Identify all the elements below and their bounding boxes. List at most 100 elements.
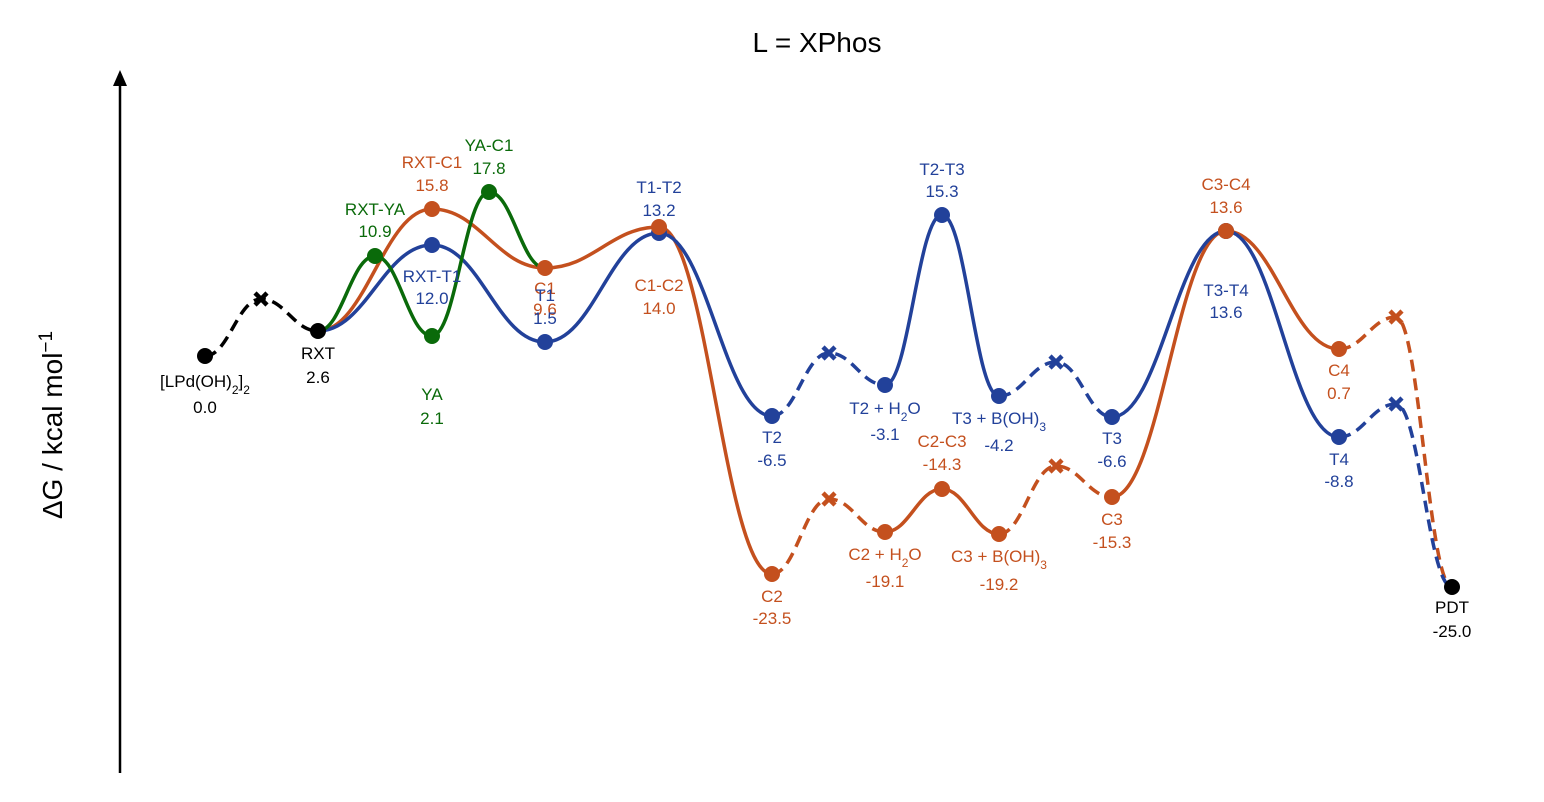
label-name-c2: C2	[761, 587, 783, 606]
blue-dashed-curve-segment	[771, 351, 886, 418]
y-axis-arrowhead	[113, 70, 127, 86]
label-name-c3boh3: C3 + B(OH)3	[951, 547, 1047, 572]
label-value-t3: -6.6	[1097, 452, 1126, 471]
label-name-t2-t3: T2-T3	[919, 160, 964, 179]
label-name-t2h2o: T2 + H2O	[849, 399, 920, 424]
label-name-ya: YA	[421, 385, 443, 404]
label-name-pdt: PDT	[1435, 598, 1469, 617]
orange-solid-curve-segment	[1111, 229, 1340, 499]
label-name-rxt-c1: RXT-C1	[402, 153, 462, 172]
label-name-t1: T1	[535, 286, 555, 305]
cross-marker-orange-6	[1388, 309, 1404, 325]
marker-t3boh3	[991, 388, 1007, 404]
marker-t2h2o	[877, 377, 893, 393]
label-value-t1-t2: 13.2	[642, 201, 675, 220]
label-value-c2: -23.5	[753, 609, 792, 628]
y-axis-label-sup: −1	[36, 331, 57, 353]
label-value-c3-c4: 13.6	[1209, 198, 1242, 217]
label-name-c2h2o: C2 + H2O	[848, 545, 921, 570]
blue-solid-curve-segment	[884, 213, 1000, 398]
label-value-c2-c3: -14.3	[923, 455, 962, 474]
blue-dashed-curve-segment	[1338, 402, 1453, 589]
marker-rxt-c1	[424, 201, 440, 217]
label-name-t3boh3: T3 + B(OH)3	[952, 409, 1046, 434]
energy-curves	[204, 190, 1453, 589]
cross-marker-orange-4	[821, 491, 837, 507]
label-value-t4: -8.8	[1324, 472, 1353, 491]
label-name-t4: T4	[1329, 450, 1349, 469]
label-name-c4: C4	[1328, 361, 1350, 380]
label-name-t3: T3	[1102, 429, 1122, 448]
marker-lpdoh2	[197, 348, 213, 364]
label-value-t2: -6.5	[757, 451, 786, 470]
energy-labels: [LPd(OH)2]20.0 RXT 2.6 RXT-YA 10.9 YA 2.1 YA-C1…	[160, 136, 1471, 641]
energy-markers	[197, 184, 1460, 595]
marker-c3	[1104, 489, 1120, 505]
label-value-t3boh3: -4.2	[984, 436, 1013, 455]
blue-solid-curve-segment	[317, 231, 773, 418]
label-value-rxt-c1: 15.8	[415, 176, 448, 195]
chart-title: L = XPhos	[753, 27, 882, 58]
y-axis	[113, 70, 127, 773]
blue-solid-curve-segment	[1111, 229, 1340, 439]
cross-marker-blue-1	[821, 345, 837, 361]
cross-marker-black-0	[253, 291, 269, 307]
marker-t1	[537, 334, 553, 350]
cross-marker-blue-3	[1388, 396, 1404, 412]
marker-rxt-t1	[424, 237, 440, 253]
label-value-c1: 9.6	[533, 300, 557, 319]
marker-c3-c4	[1218, 223, 1234, 239]
label-value-ya: 2.1	[420, 409, 444, 428]
label-value-c2h2o: -19.1	[866, 572, 905, 591]
label-value-t3-t4: 13.6	[1209, 303, 1242, 322]
label-value-pdt: -25.0	[1433, 622, 1472, 641]
marker-c4	[1331, 341, 1347, 357]
orange-dashed-curve-segment	[998, 464, 1113, 536]
orange-solid-curve-segment	[317, 207, 773, 576]
marker-c1-c2	[651, 219, 667, 235]
marker-c3boh3	[991, 526, 1007, 542]
label-name-t1-t2: T1-T2	[636, 178, 681, 197]
label-name-c2-c3: C2-C3	[917, 432, 966, 451]
marker-c2	[764, 566, 780, 582]
label-value-c4: 0.7	[1327, 384, 1351, 403]
marker-t2	[764, 408, 780, 424]
marker-pdt	[1444, 579, 1460, 595]
label-name-rxt-ya: RXT-YA	[345, 200, 406, 219]
label-value-ya-c1: 17.8	[472, 159, 505, 178]
label-value-rxt: 2.6	[306, 368, 330, 387]
marker-t4	[1331, 429, 1347, 445]
label-name-rxt: RXT	[301, 344, 335, 363]
label-value-t2h2o: -3.1	[870, 425, 899, 444]
marker-t3	[1104, 409, 1120, 425]
orange-dashed-curve-segment	[1338, 315, 1453, 589]
label-name-c3-c4: C3-C4	[1201, 175, 1250, 194]
label-value-rxt-t1: 12.0	[415, 289, 448, 308]
label-name-t2: T2	[762, 428, 782, 447]
label-name-t3-t4: T3-T4	[1203, 281, 1248, 300]
marker-c2h2o	[877, 524, 893, 540]
marker-ya-c1	[481, 184, 497, 200]
marker-c1	[537, 260, 553, 276]
marker-rxt-ya	[367, 248, 383, 264]
label-value-c3: -15.3	[1093, 533, 1132, 552]
label-value-rxt-ya: 10.9	[358, 222, 391, 241]
label-value-t2-t3: 15.3	[925, 182, 958, 201]
y-axis-label-group: ΔG / kcal mol−1	[36, 331, 69, 519]
label-name-rxt-t1: RXT-T1	[403, 267, 462, 286]
label-name-c1: C1	[534, 279, 556, 298]
label-name-lpdoh2: [LPd(OH)2]2	[160, 372, 250, 397]
marker-rxt	[310, 323, 326, 339]
label-value-lpdoh2: 0.0	[193, 398, 217, 417]
label-value-c1-c2: 14.0	[642, 299, 675, 318]
marker-ya	[424, 328, 440, 344]
label-name-ya-c1: YA-C1	[465, 136, 514, 155]
y-axis-label-main: ΔG / kcal mol	[37, 353, 68, 520]
marker-t2-t3	[934, 207, 950, 223]
y-axis-label: ΔG / kcal mol−1	[36, 331, 69, 519]
label-value-t1: 1.5	[533, 309, 557, 328]
marker-c2-c3	[934, 481, 950, 497]
label-name-c3: C3	[1101, 510, 1123, 529]
cross-marker-blue-2	[1048, 354, 1064, 370]
